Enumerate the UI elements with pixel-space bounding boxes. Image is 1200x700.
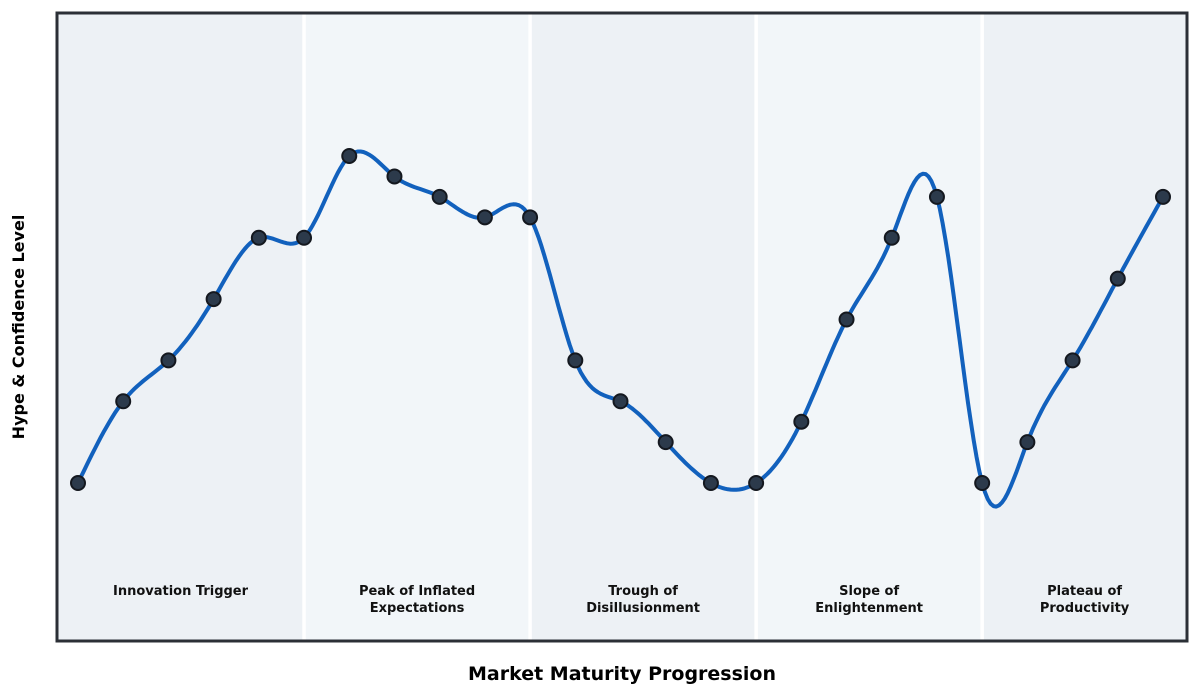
phase-dividers (302, 13, 984, 641)
data-point (341, 148, 358, 164)
data-point (1109, 270, 1126, 287)
data-point (1019, 434, 1036, 451)
data-point (838, 311, 855, 328)
phase-label: Innovation Trigger (113, 584, 249, 599)
phase-band (304, 13, 531, 641)
data-point (476, 209, 493, 226)
data-point (250, 229, 267, 246)
phase-label: Slope of Enlightenment (815, 584, 923, 616)
data-point (522, 209, 539, 226)
data-point (883, 229, 900, 246)
x-axis-label: Market Maturity Progression (468, 663, 776, 685)
data-point (296, 229, 313, 246)
phase-labels: Innovation Trigger Peak of Inflated Expect… (113, 584, 1130, 616)
phase-band (982, 13, 1187, 641)
phase-label: Plateau of Productivity (1040, 584, 1130, 616)
data-points (70, 148, 1171, 491)
data-point (160, 352, 177, 369)
phase-bands (57, 13, 1187, 641)
data-point (1155, 188, 1171, 205)
data-point (431, 188, 448, 205)
phase-label: Trough of Disillusionment (586, 584, 700, 616)
data-point (567, 352, 584, 369)
phase-band (57, 13, 305, 641)
data-point (657, 434, 674, 451)
data-point (115, 393, 132, 410)
data-point (702, 475, 719, 491)
data-point (974, 475, 991, 491)
data-point (386, 168, 403, 185)
data-point (612, 393, 629, 410)
data-point (1064, 352, 1081, 369)
phase-label: Peak of Inflated Expectations (359, 584, 475, 616)
plot-frame (55, 11, 1189, 643)
data-point (70, 475, 86, 491)
data-point (793, 413, 810, 430)
data-point (748, 475, 765, 491)
y-axis-label: Hype & Confidence Level (9, 215, 28, 440)
data-point (205, 291, 222, 308)
data-point (928, 188, 945, 205)
phase-band (756, 13, 983, 641)
phase-band (530, 13, 757, 641)
